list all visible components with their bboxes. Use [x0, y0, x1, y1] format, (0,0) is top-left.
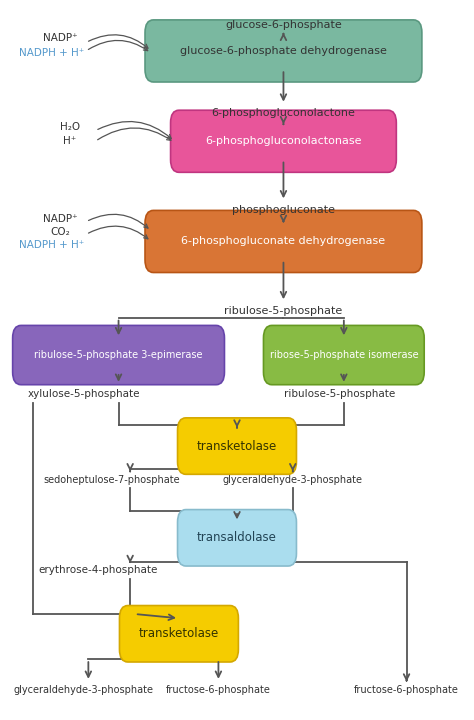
- Text: glucose-6-phosphate dehydrogenase: glucose-6-phosphate dehydrogenase: [180, 46, 387, 56]
- Text: ribulose-5-phosphate: ribulose-5-phosphate: [224, 305, 343, 315]
- FancyBboxPatch shape: [13, 325, 225, 384]
- FancyBboxPatch shape: [264, 325, 424, 384]
- FancyBboxPatch shape: [145, 20, 422, 82]
- Text: ribose-5-phosphate isomerase: ribose-5-phosphate isomerase: [270, 350, 418, 360]
- FancyBboxPatch shape: [178, 418, 296, 474]
- FancyBboxPatch shape: [171, 110, 396, 172]
- FancyBboxPatch shape: [145, 210, 422, 272]
- Text: xylulose-5-phosphate: xylulose-5-phosphate: [27, 389, 140, 399]
- Text: glyceraldehyde-3-phosphate: glyceraldehyde-3-phosphate: [14, 685, 154, 696]
- Text: H₂O: H₂O: [60, 122, 80, 132]
- Text: glucose-6-phosphate: glucose-6-phosphate: [225, 20, 342, 30]
- Text: NADPH + H⁺: NADPH + H⁺: [18, 240, 84, 250]
- Text: transketolase: transketolase: [197, 440, 277, 453]
- Text: transaldolase: transaldolase: [197, 531, 277, 544]
- Text: NADPH + H⁺: NADPH + H⁺: [18, 48, 84, 58]
- Text: fructose-6-phosphate: fructose-6-phosphate: [166, 685, 271, 696]
- Text: ribulose-5-phosphate 3-epimerase: ribulose-5-phosphate 3-epimerase: [34, 350, 203, 360]
- Text: 6-phosphogluconate dehydrogenase: 6-phosphogluconate dehydrogenase: [182, 236, 385, 246]
- Text: 6-phosphogluconolactone: 6-phosphogluconolactone: [211, 108, 356, 118]
- FancyBboxPatch shape: [119, 606, 238, 662]
- Text: erythrose-4-phosphate: erythrose-4-phosphate: [38, 565, 157, 575]
- Text: ribulose-5-phosphate: ribulose-5-phosphate: [283, 389, 395, 399]
- Text: fructose-6-phosphate: fructose-6-phosphate: [354, 685, 459, 696]
- Text: sedoheptulose-7-phosphate: sedoheptulose-7-phosphate: [43, 475, 180, 485]
- Text: H⁺: H⁺: [63, 136, 76, 146]
- Text: transketolase: transketolase: [139, 627, 219, 640]
- Text: glyceraldehyde-3-phosphate: glyceraldehyde-3-phosphate: [223, 475, 363, 485]
- FancyBboxPatch shape: [178, 510, 296, 566]
- Text: NADP⁺: NADP⁺: [43, 33, 78, 43]
- Text: CO₂: CO₂: [51, 227, 70, 237]
- Text: phosphogluconate: phosphogluconate: [232, 204, 335, 215]
- Text: NADP⁺: NADP⁺: [43, 214, 78, 224]
- Text: 6-phosphogluconolactonase: 6-phosphogluconolactonase: [205, 136, 362, 146]
